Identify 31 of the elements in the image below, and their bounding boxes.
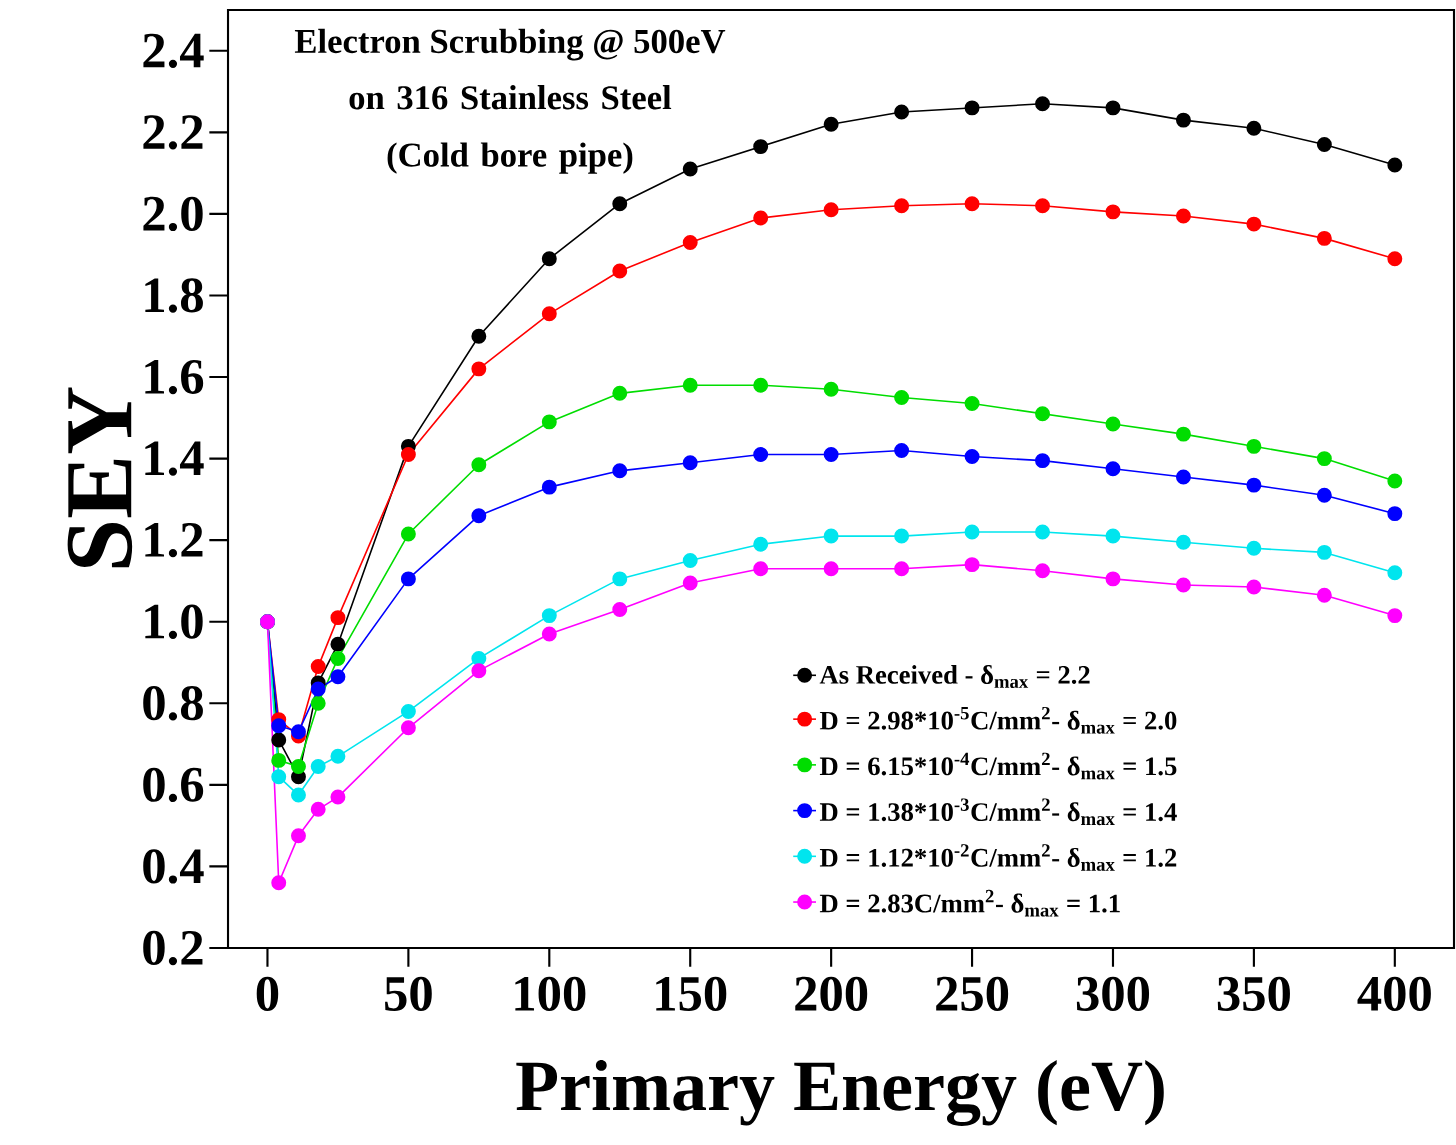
y-tick-label: 0.4 [143, 849, 204, 884]
legend-label: D = 2.83C/mm$^{2}$- δ$_{max}$ = 1.1 [819, 889, 1120, 917]
y-axis-title: SEY [67, 387, 133, 568]
text: on 316 Stainless Steel (Cold bore pipe) [349, 85, 672, 174]
y-tick-label: 1.0 [145, 604, 203, 639]
x-tick-label: 0 [256, 976, 279, 1011]
y-tick-label: 1.4 [145, 441, 204, 476]
chart-title: Electron Scrubbing @ 500eV [294, 28, 726, 61]
x-axis-title: Primary Energy (eV) [516, 1060, 1164, 1126]
y-tick-label: 0.8 [143, 686, 203, 721]
x-tick-label: 50 [385, 976, 432, 1011]
y-tick-label: 2.4 [143, 33, 204, 68]
x-tick-label: 100 [515, 976, 586, 1011]
x-tick-label: 250 [936, 976, 1009, 1011]
x-tick-label: 350 [1217, 976, 1290, 1011]
y-tick-label: 1.2 [145, 523, 203, 558]
x-tick-label: 200 [795, 976, 868, 1011]
legend-label: D = 6.15*10$^{-4}$C/mm$^{2}$- δ$_{max}$ = 1.5 [819, 752, 1177, 780]
y-tick-label: 2.2 [143, 115, 203, 150]
y-tick-label: 0.2 [143, 930, 203, 966]
legend-label: D = 1.38*10$^{-3}$C/mm$^{2}$- δ$_{max}$ = 1.4 [819, 798, 1177, 826]
legend-label: As Received - δ$_{max}$ = 2.2 [819, 664, 1090, 688]
x-tick-label: 400 [1357, 976, 1431, 1011]
y-tick-label: 1.8 [145, 278, 203, 313]
legend-label: D = 1.12*10$^{-2}$C/mm$^{2}$- δ$_{max}$ = 1.2 [819, 844, 1177, 871]
x-tick-label: 150 [656, 976, 727, 1011]
y-tick-label: 2.0 [143, 196, 203, 232]
legend-label: D = 2.98*10$^{-5}$C/mm$^{2}$- δ$_{max}$ = 2.0 [819, 706, 1177, 734]
y-tick-label: 0.6 [143, 767, 204, 803]
x-tick-label: 300 [1076, 976, 1150, 1011]
y-tick-label: 1.6 [145, 359, 204, 395]
